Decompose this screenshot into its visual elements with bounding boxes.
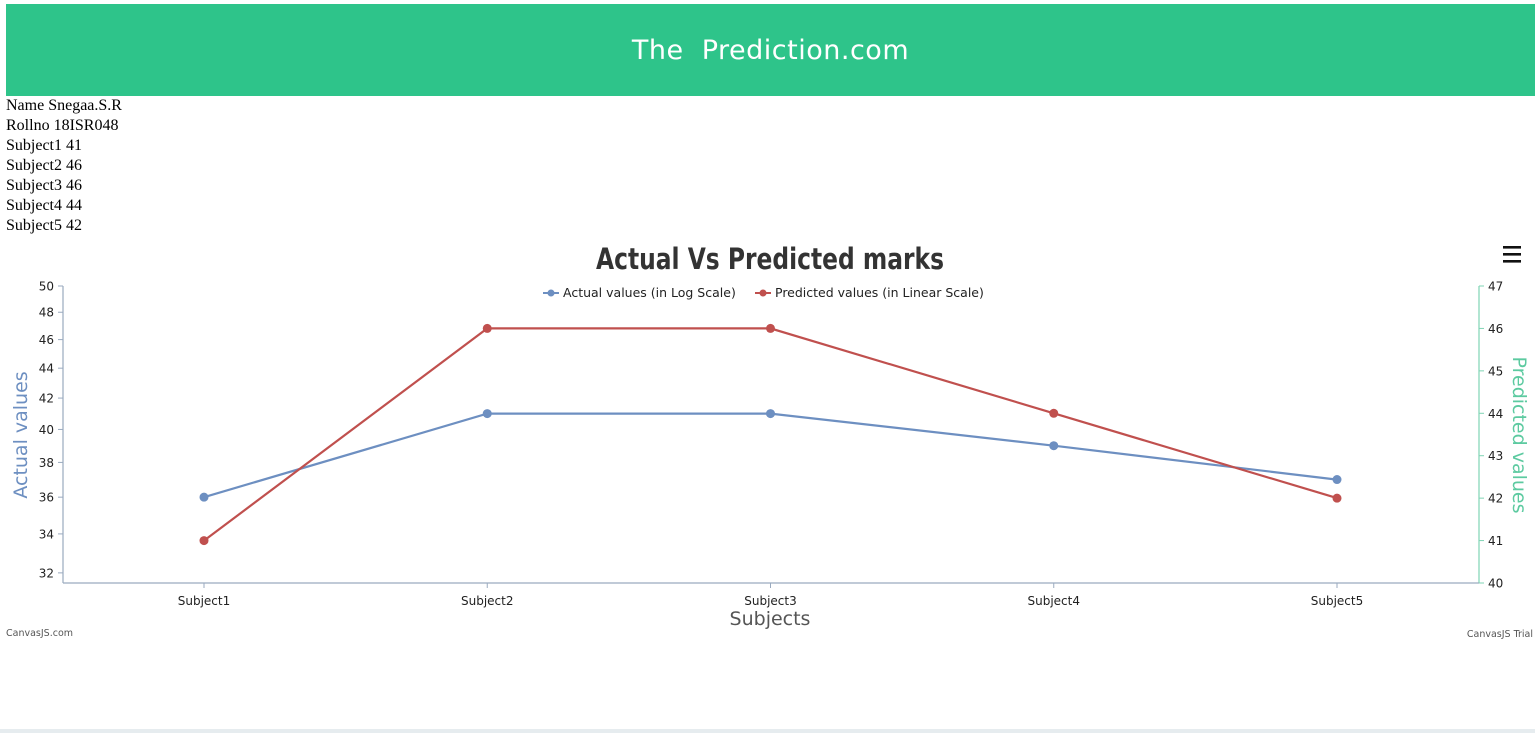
y-right-tick-label: 45	[1488, 364, 1503, 378]
y-left-tick-label: 50	[39, 280, 54, 294]
data-point	[766, 409, 775, 419]
legend-label: Predicted values (in Linear Scale)	[775, 285, 984, 300]
x-tick-label: Subject4	[1028, 594, 1081, 608]
y-left-tick-label: 46	[39, 333, 54, 347]
x-tick-label: Subject3	[744, 594, 797, 608]
x-tick-label: Subject5	[1311, 594, 1364, 608]
x-tick-label: Subject1	[178, 594, 231, 608]
subject2-mark-line: Subject2 46	[6, 157, 82, 174]
marks-chart: Actual Vs Predicted marks 32 34 36 38 40 42 44 4…	[6, 242, 1533, 640]
y-left-tick-label: 44	[39, 362, 54, 376]
subject5-mark-line: Subject5 42	[6, 217, 82, 234]
y-left-axis-title: Actual values	[10, 371, 32, 498]
y-left-tick-label: 34	[39, 527, 54, 541]
data-point	[199, 492, 209, 502]
student-rollno-line: Rollno 18ISR048	[6, 117, 119, 134]
y-left-tick-label: 38	[39, 456, 54, 470]
y-right-axis-title: Predicted values	[1508, 356, 1530, 513]
data-point	[1332, 475, 1342, 485]
student-info: Name Snegaa.S.R Rollno 18ISR048 Subject1…	[6, 96, 122, 236]
data-point	[1332, 493, 1342, 503]
data-point	[482, 323, 492, 333]
y-left-tick-label: 32	[39, 566, 54, 580]
subject3-mark-line: Subject3 46	[6, 177, 82, 194]
y-right-tick-label: 43	[1488, 449, 1503, 463]
y-left-tick-label: 42	[39, 392, 54, 406]
chart-title: Actual Vs Predicted marks	[596, 242, 944, 276]
y-right-tick-label: 47	[1488, 280, 1503, 294]
y-right-tick-label: 40	[1488, 577, 1503, 591]
site-header: The Prediction.com	[6, 4, 1535, 96]
data-point	[1049, 408, 1059, 418]
legend-marker-dot	[759, 289, 767, 297]
y-left-tick-label: 40	[39, 423, 54, 437]
legend-marker-dot	[547, 289, 555, 297]
credit-right: CanvasJS Trial	[1467, 629, 1533, 640]
data-point	[1049, 441, 1059, 451]
subject4-mark-line: Subject4 44	[6, 197, 82, 214]
series-line	[203, 327, 1338, 542]
bottom-scroll-strip	[0, 729, 1535, 733]
hamburger-menu-icon[interactable]	[1503, 246, 1521, 263]
legend-label: Actual values (in Log Scale)	[563, 285, 736, 300]
y-left-tick-label: 48	[39, 306, 54, 320]
series-line	[203, 412, 1338, 499]
y-right-tick-label: 46	[1488, 322, 1503, 336]
data-point	[199, 536, 209, 546]
data-point	[766, 323, 775, 333]
x-tick-label: Subject2	[461, 594, 514, 608]
y-right-tick-label: 42	[1488, 492, 1503, 506]
student-name-line: Name Snegaa.S.R	[6, 97, 122, 114]
y-right-tick-label: 41	[1488, 534, 1503, 548]
x-axis-title: Subjects	[730, 608, 811, 630]
y-left-tick-label: 36	[39, 491, 54, 505]
y-right-tick-label: 44	[1488, 407, 1503, 421]
data-point	[482, 409, 492, 419]
credit-left: CanvasJS.com	[6, 628, 73, 639]
site-title: The Prediction.com	[631, 34, 910, 66]
subject1-mark-line: Subject1 41	[6, 137, 82, 154]
